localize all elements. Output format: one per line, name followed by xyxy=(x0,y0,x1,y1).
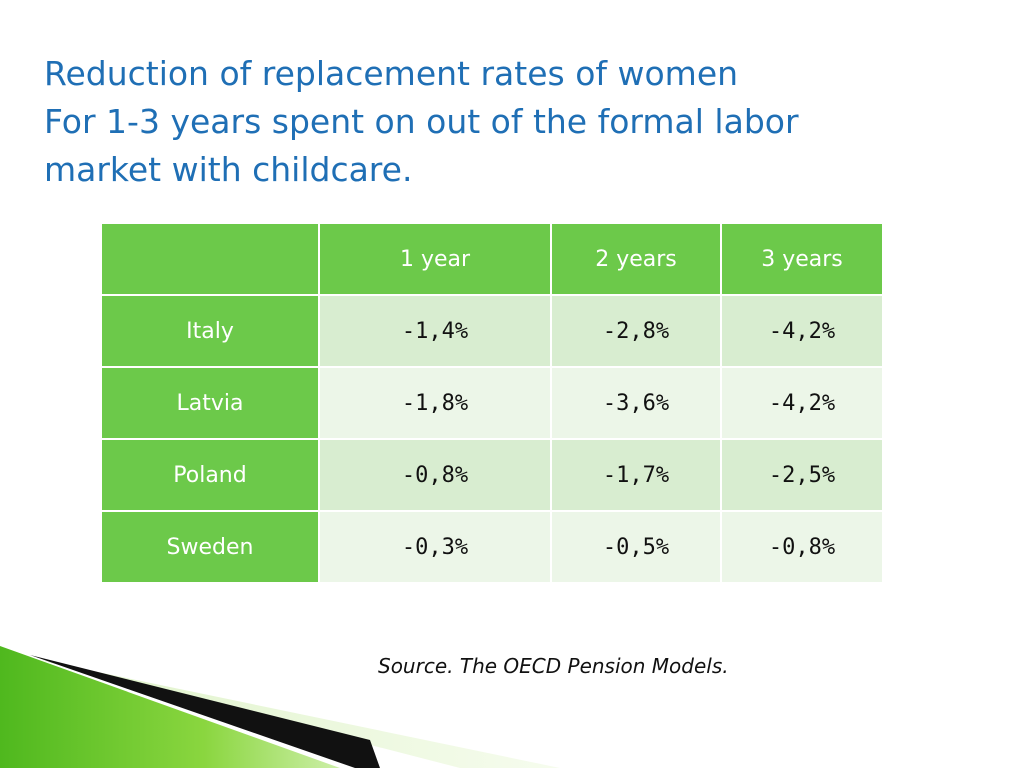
title-line-1: Reduction of replacement rates of women xyxy=(44,54,739,93)
header-cell-1-year: 1 year xyxy=(318,222,552,296)
table-cell: -1,4% xyxy=(318,294,552,368)
row-label: Poland xyxy=(100,438,320,512)
table-cell: -2,8% xyxy=(550,294,722,368)
row-label: Latvia xyxy=(100,366,320,440)
table-cell: -0,8% xyxy=(318,438,552,512)
table-cell: -3,6% xyxy=(550,366,722,440)
row-label: Italy xyxy=(100,294,320,368)
source-note: Source. The OECD Pension Models. xyxy=(378,654,729,678)
table-cell: -4,2% xyxy=(720,366,884,440)
table-cell: -1,8% xyxy=(318,366,552,440)
table-row: Latvia -1,8% -3,6% -4,2% xyxy=(100,366,884,440)
table-row: Sweden -0,3% -0,5% -0,8% xyxy=(100,510,884,584)
table-cell: -0,3% xyxy=(318,510,552,584)
row-label: Sweden xyxy=(100,510,320,584)
table-cell: -1,7% xyxy=(550,438,722,512)
table-cell: -0,8% xyxy=(720,510,884,584)
table-cell: -0,5% xyxy=(550,510,722,584)
table-header-row: 1 year 2 years 3 years xyxy=(100,222,884,296)
slide-title: Reduction of replacement rates of women … xyxy=(44,50,1004,194)
black-wedge xyxy=(30,655,380,768)
table-row: Poland -0,8% -1,7% -2,5% xyxy=(100,438,884,512)
title-line-2: For 1-3 years spent on out of the formal… xyxy=(44,102,799,141)
header-cell-corner xyxy=(100,222,320,296)
light-wedge xyxy=(40,660,560,768)
title-line-3: market with childcare. xyxy=(44,150,413,189)
table-cell: -4,2% xyxy=(720,294,884,368)
table-cell: -2,5% xyxy=(720,438,884,512)
header-cell-2-years: 2 years xyxy=(550,222,722,296)
replacement-rates-table: 1 year 2 years 3 years Italy -1,4% -2,8%… xyxy=(100,222,884,584)
green-wedge xyxy=(0,646,340,768)
table-row: Italy -1,4% -2,8% -4,2% xyxy=(100,294,884,368)
header-cell-3-years: 3 years xyxy=(720,222,884,296)
